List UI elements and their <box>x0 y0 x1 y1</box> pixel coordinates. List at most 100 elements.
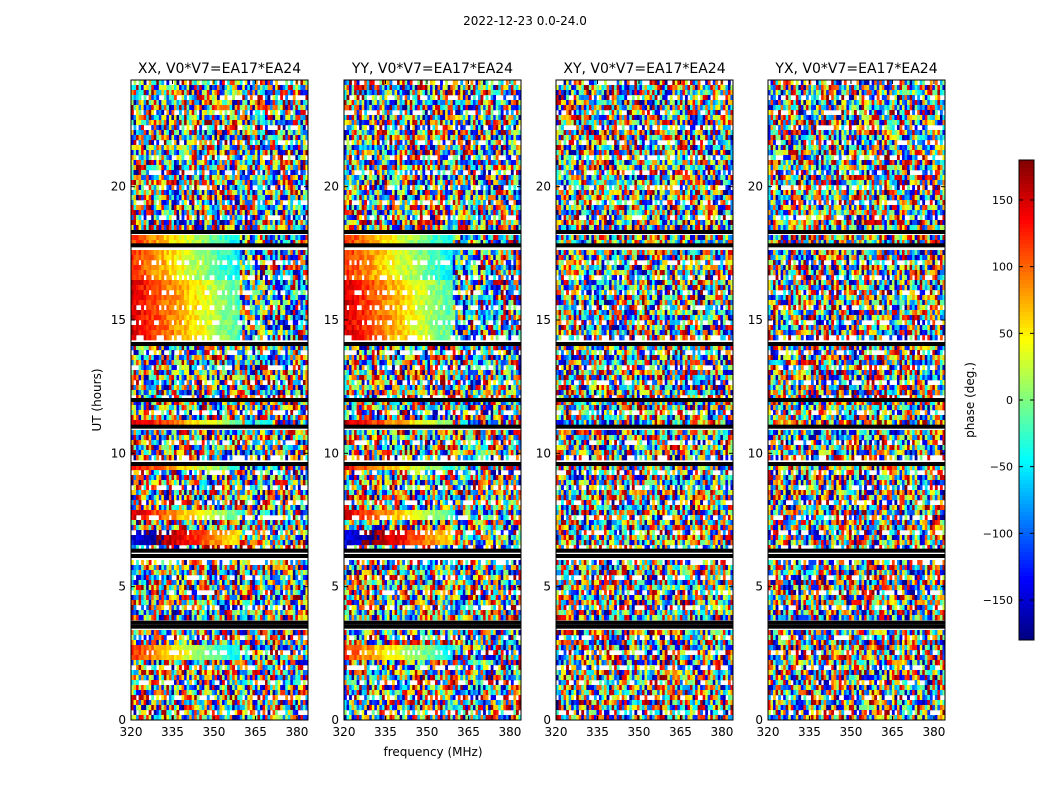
phase-cell <box>219 225 223 231</box>
phase-cell <box>300 420 304 426</box>
phase-cell <box>136 170 139 176</box>
phase-cell <box>196 465 200 471</box>
phase-cell <box>267 295 271 301</box>
phase-cell <box>282 240 286 246</box>
phase-cell <box>249 140 253 146</box>
phase-cell <box>171 390 175 396</box>
phase-cell <box>280 270 284 276</box>
phase-cell <box>242 210 246 216</box>
phase-cell <box>151 115 155 121</box>
phase-cell <box>153 130 157 136</box>
phase-cell <box>131 225 134 231</box>
phase-cell <box>204 195 208 201</box>
phase-cell <box>138 125 142 131</box>
phase-cell <box>229 420 233 426</box>
phase-cell <box>297 355 301 361</box>
phase-cell <box>257 195 261 201</box>
phase-cell <box>166 315 170 321</box>
phase-cell <box>184 250 187 256</box>
phase-cell <box>166 305 170 311</box>
phase-cell <box>247 235 251 241</box>
phase-cell <box>143 325 147 331</box>
phase-cell <box>300 240 304 246</box>
phase-cell <box>270 325 273 331</box>
phase-cell <box>161 390 165 396</box>
phase-cell <box>287 105 291 111</box>
phase-cell <box>168 465 172 471</box>
phase-cell <box>138 105 142 111</box>
phase-cell <box>295 235 299 241</box>
phase-cell <box>252 180 256 186</box>
phase-cell <box>239 115 243 121</box>
phase-cell <box>158 350 162 356</box>
phase-cell <box>277 480 281 486</box>
phase-cell <box>171 475 175 481</box>
phase-cell <box>204 400 208 406</box>
phase-cell <box>146 235 149 241</box>
phase-cell <box>199 205 203 211</box>
phase-cell <box>189 185 192 191</box>
phase-cell <box>181 240 185 246</box>
phase-cell <box>239 405 243 411</box>
phase-cell <box>242 275 246 281</box>
phase-cell <box>300 355 304 361</box>
phase-cell <box>168 255 172 261</box>
phase-cell <box>156 380 160 386</box>
phase-cell <box>146 450 149 456</box>
phase-cell <box>136 485 139 491</box>
phase-cell <box>216 175 220 181</box>
phase-cell <box>206 275 210 281</box>
phase-cell <box>257 285 261 291</box>
phase-cell <box>199 285 203 291</box>
phase-cell <box>222 395 225 401</box>
phase-cell <box>204 270 208 276</box>
phase-cell <box>191 155 195 161</box>
phase-cell <box>259 185 263 191</box>
phase-cell <box>138 290 142 296</box>
phase-cell <box>219 355 223 361</box>
phase-cell <box>173 335 177 341</box>
phase-cell <box>181 285 185 291</box>
phase-cell <box>272 495 276 501</box>
phase-cell <box>206 385 210 391</box>
phase-cell <box>265 265 268 271</box>
phase-cell <box>232 480 235 486</box>
phase-cell <box>143 475 147 481</box>
phase-cell <box>158 370 162 376</box>
phase-cell <box>292 165 296 171</box>
phase-cell <box>211 255 215 261</box>
phase-cell <box>163 115 167 121</box>
phase-cell <box>229 115 233 121</box>
phase-cell <box>302 480 306 486</box>
phase-cell <box>282 100 286 106</box>
phase-cell <box>244 120 248 126</box>
phase-cell <box>196 90 200 96</box>
phase-cell <box>151 405 155 411</box>
phase-cell <box>227 475 230 481</box>
phase-cell <box>234 405 238 411</box>
phase-cell <box>257 405 261 411</box>
phase-cell <box>181 120 185 126</box>
phase-cell <box>270 140 273 146</box>
phase-cell <box>191 450 195 456</box>
phase-cell <box>252 210 256 216</box>
phase-cell <box>252 190 256 196</box>
phase-cell <box>143 215 147 221</box>
phase-cell <box>277 360 281 366</box>
phase-cell <box>227 120 230 126</box>
phase-cell <box>151 185 155 191</box>
phase-cell <box>201 85 205 91</box>
phase-cell <box>191 135 195 141</box>
phase-cell <box>262 190 266 196</box>
phase-cell <box>257 450 261 456</box>
phase-cell <box>186 295 190 301</box>
phase-cell <box>156 280 160 286</box>
phase-cell <box>305 220 309 226</box>
phase-cell <box>211 300 215 306</box>
phase-cell <box>146 255 149 261</box>
phase-cell <box>166 450 170 456</box>
phase-cell <box>184 135 187 141</box>
phase-cell <box>272 165 276 171</box>
phase-cell <box>216 165 220 171</box>
phase-cell <box>227 345 230 351</box>
